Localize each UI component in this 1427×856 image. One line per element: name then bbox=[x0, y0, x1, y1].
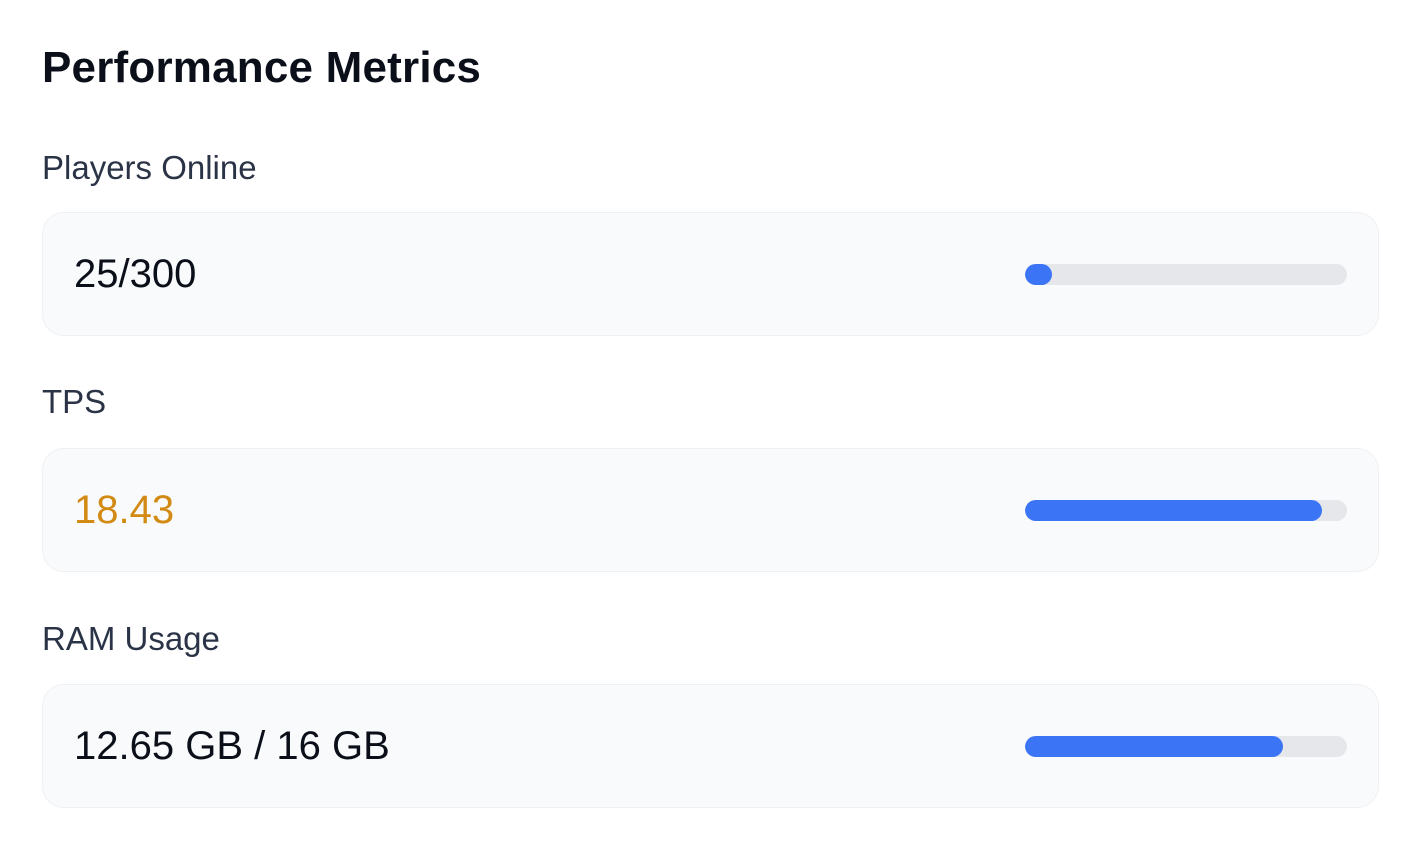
metric-label: TPS bbox=[42, 383, 107, 420]
progress-bar-fill bbox=[1025, 499, 1322, 521]
metric-ram-usage: RAM Usage 12.65 GB / 16 GB bbox=[42, 619, 1379, 808]
metric-card: 12.65 GB / 16 GB bbox=[42, 684, 1379, 808]
metric-card: 18.43 bbox=[42, 448, 1379, 572]
metric-card: 25/300 bbox=[42, 212, 1379, 336]
progress-bar-fill bbox=[1025, 735, 1283, 757]
progress-bar bbox=[1025, 499, 1347, 521]
metric-label: Players Online bbox=[42, 149, 257, 186]
progress-bar bbox=[1025, 263, 1347, 285]
progress-bar-fill bbox=[1025, 263, 1052, 285]
metric-value: 12.65 GB / 16 GB bbox=[74, 724, 390, 768]
metric-label: RAM Usage bbox=[42, 620, 220, 657]
progress-bar bbox=[1025, 735, 1347, 757]
panel-title: Performance Metrics bbox=[42, 43, 482, 92]
metric-value: 25/300 bbox=[74, 252, 197, 296]
metric-tps: TPS 18.43 bbox=[42, 382, 1379, 572]
metric-players-online: Players Online 25/300 bbox=[42, 148, 1379, 336]
metric-value: 18.43 bbox=[74, 488, 175, 532]
